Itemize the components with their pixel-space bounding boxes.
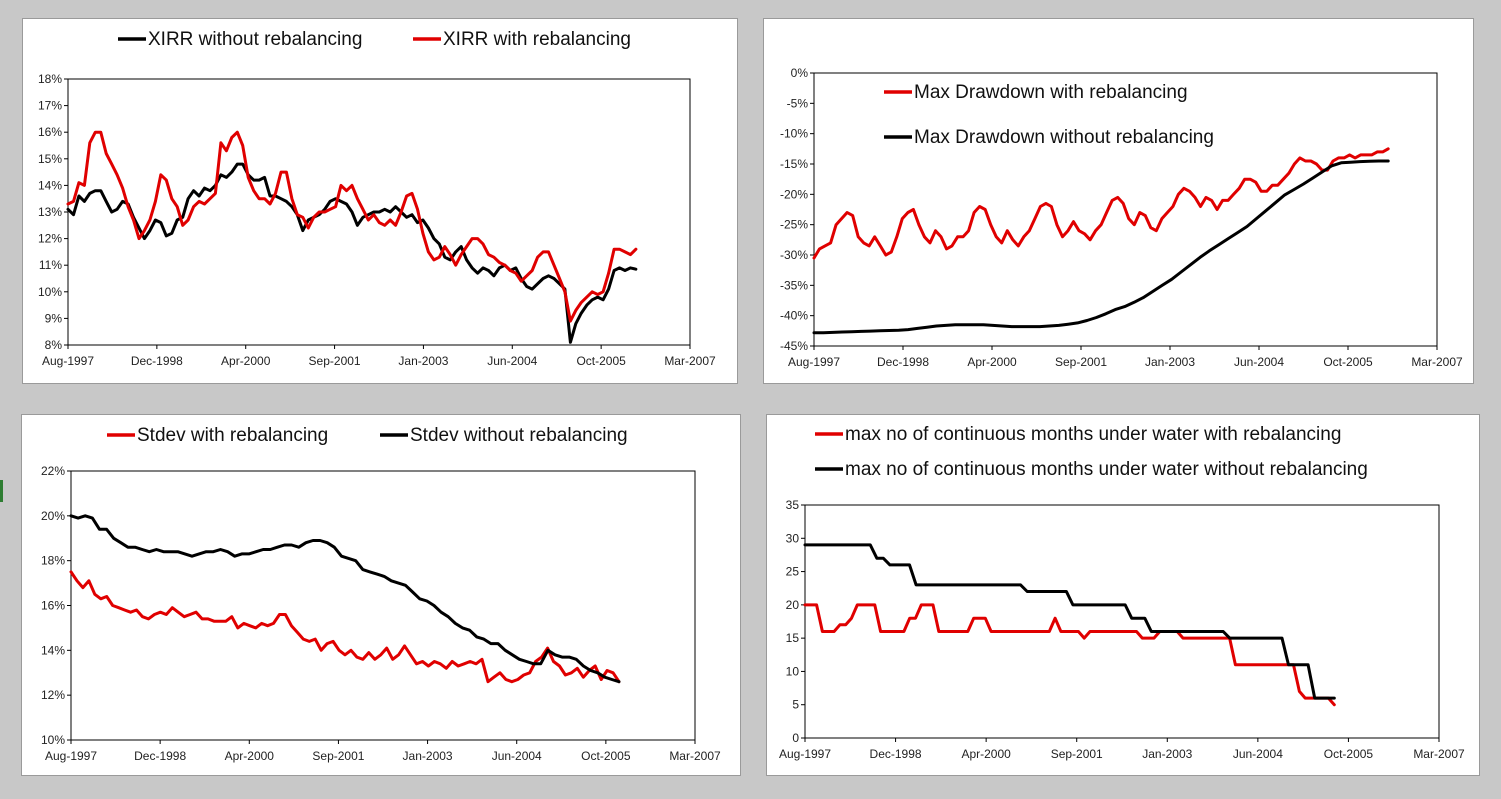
series-line-without-rebalancing	[803, 543, 1336, 700]
x-tick-label: Oct-2005	[581, 749, 631, 763]
xirr-chart-svg: 8% 9% 10% 11% 12% 13% 14% 15% 16% 17% 18% Aug-1997 D…	[38, 29, 716, 368]
x-tick-label: Dec-1998	[877, 355, 929, 369]
y-tick-label: 22%	[41, 464, 65, 478]
y-tick-label: -20%	[780, 187, 808, 201]
series-line-without-rebalancing	[66, 162, 638, 344]
series-line-without-rebalancing	[69, 514, 621, 684]
x-tick-label: Aug-1997	[42, 354, 94, 368]
x-tick-label: Sep-2001	[309, 354, 361, 368]
x-tick-label: Jan-2003	[1142, 747, 1192, 761]
x-tick-label: Apr-2000	[961, 747, 1011, 761]
underwater-chart-svg: 0 5 10 15 20 25 30 35 Aug-1997 Dec-1998 Apr-2000 Se…	[779, 424, 1465, 761]
x-tick-label: Apr-2000	[225, 749, 275, 763]
legend-label: XIRR with rebalancing	[443, 29, 631, 50]
y-tick-label: 0	[792, 731, 799, 745]
x-tick-label: Jan-2003	[398, 354, 448, 368]
y-tick-label: 16%	[41, 599, 65, 613]
y-tick-label: 9%	[45, 311, 63, 325]
legend-label: max no of continuous months under water …	[845, 459, 1368, 480]
y-tick-label: -5%	[787, 96, 809, 110]
y-tick-label: -25%	[780, 218, 808, 232]
x-tick-label: Jun-2004	[492, 749, 542, 763]
x-tick-label: Oct-2005	[1324, 747, 1374, 761]
y-tick-label: 13%	[38, 205, 62, 219]
series-line-with-rebalancing	[66, 130, 638, 323]
series-line-with-rebalancing	[803, 603, 1336, 707]
x-tick-label: Jun-2004	[487, 354, 537, 368]
y-tick-label: 35	[786, 498, 800, 512]
y-tick-label: 16%	[38, 125, 62, 139]
y-tick-label: -15%	[780, 157, 808, 171]
legend-label: Stdev with rebalancing	[137, 425, 328, 446]
stdev-chart: 10% 12% 14% 16% 18% 20% 22% Aug-1997 Dec-1998 Apr…	[21, 414, 741, 776]
stdev-chart-svg: 10% 12% 14% 16% 18% 20% 22% Aug-1997 Dec-1998 Apr…	[41, 425, 721, 763]
y-tick-label: 11%	[39, 258, 62, 272]
y-tick-label: 18%	[41, 554, 65, 568]
y-tick-label: 15%	[38, 152, 62, 166]
y-tick-label: 20	[786, 598, 800, 612]
legend-label: Stdev without rebalancing	[410, 425, 628, 446]
y-tick-label: 20%	[41, 509, 65, 523]
y-tick-label: 14%	[41, 643, 65, 657]
y-tick-label: 12%	[38, 232, 62, 246]
series-line-with-rebalancing	[69, 570, 621, 684]
plot-area-frame	[813, 72, 1438, 347]
x-tick-label: Mar-2007	[669, 749, 721, 763]
y-tick-label: -40%	[780, 309, 808, 323]
y-tick-label: 14%	[38, 178, 62, 192]
legend-label: XIRR without rebalancing	[148, 29, 362, 50]
x-tick-label: Dec-1998	[134, 749, 186, 763]
x-tick-label: Sep-2001	[312, 749, 364, 763]
y-tick-label: 15	[786, 631, 800, 645]
y-tick-label: 10%	[41, 733, 65, 747]
plot-area-frame	[70, 470, 696, 741]
y-tick-label: 30	[786, 531, 800, 545]
x-tick-label: Jan-2003	[1145, 355, 1195, 369]
y-tick-label: 8%	[45, 338, 63, 352]
sheet-edge-marker	[0, 480, 3, 502]
x-tick-label: Apr-2000	[967, 355, 1017, 369]
x-tick-label: Sep-2001	[1055, 355, 1107, 369]
series-line-with-rebalancing	[812, 147, 1390, 260]
y-tick-label: -45%	[780, 339, 808, 353]
x-tick-label: Oct-2005	[576, 354, 626, 368]
y-tick-label: 10%	[38, 285, 62, 299]
y-tick-label: 25	[786, 565, 800, 579]
y-tick-label: -10%	[780, 127, 808, 141]
xirr-chart: 8% 9% 10% 11% 12% 13% 14% 15% 16% 17% 18% Aug-1997 D…	[22, 18, 738, 384]
y-tick-label: 12%	[41, 688, 65, 702]
y-tick-label: -35%	[780, 278, 808, 292]
x-tick-label: Jan-2003	[403, 749, 453, 763]
x-tick-label: Aug-1997	[45, 749, 97, 763]
y-tick-label: 0%	[791, 66, 809, 80]
x-tick-label: Mar-2007	[1413, 747, 1465, 761]
x-tick-label: Mar-2007	[664, 354, 716, 368]
y-tick-label: 18%	[38, 72, 62, 86]
y-tick-label: 17%	[38, 99, 62, 113]
y-tick-label: 5	[792, 698, 799, 712]
legend-label: Max Drawdown with rebalancing	[914, 82, 1188, 103]
x-tick-label: Oct-2005	[1323, 355, 1373, 369]
underwater-chart: 0 5 10 15 20 25 30 35 Aug-1997 Dec-1998 Apr-2000 Se…	[766, 414, 1480, 776]
x-tick-label: Apr-2000	[221, 354, 271, 368]
series-line-without-rebalancing	[812, 159, 1390, 335]
x-tick-label: Dec-1998	[131, 354, 183, 368]
drawdown-chart: -45% -40% -35% -30% -25% -20% -15% -10% -5% 0% Aug…	[763, 18, 1474, 384]
x-tick-label: Jun-2004	[1234, 355, 1284, 369]
drawdown-chart-svg: -45% -40% -35% -30% -25% -20% -15% -10% -5% 0% Aug…	[780, 66, 1463, 369]
y-tick-label: 10	[786, 664, 800, 678]
plot-area-frame	[804, 504, 1440, 739]
x-tick-label: Aug-1997	[788, 355, 840, 369]
x-tick-label: Sep-2001	[1051, 747, 1103, 761]
legend-label: max no of continuous months under water …	[845, 424, 1341, 445]
x-tick-label: Dec-1998	[870, 747, 922, 761]
legend-label: Max Drawdown without rebalancing	[914, 127, 1214, 148]
x-tick-label: Mar-2007	[1411, 355, 1463, 369]
x-tick-label: Aug-1997	[779, 747, 831, 761]
x-tick-label: Jun-2004	[1233, 747, 1283, 761]
y-tick-label: -30%	[780, 248, 808, 262]
